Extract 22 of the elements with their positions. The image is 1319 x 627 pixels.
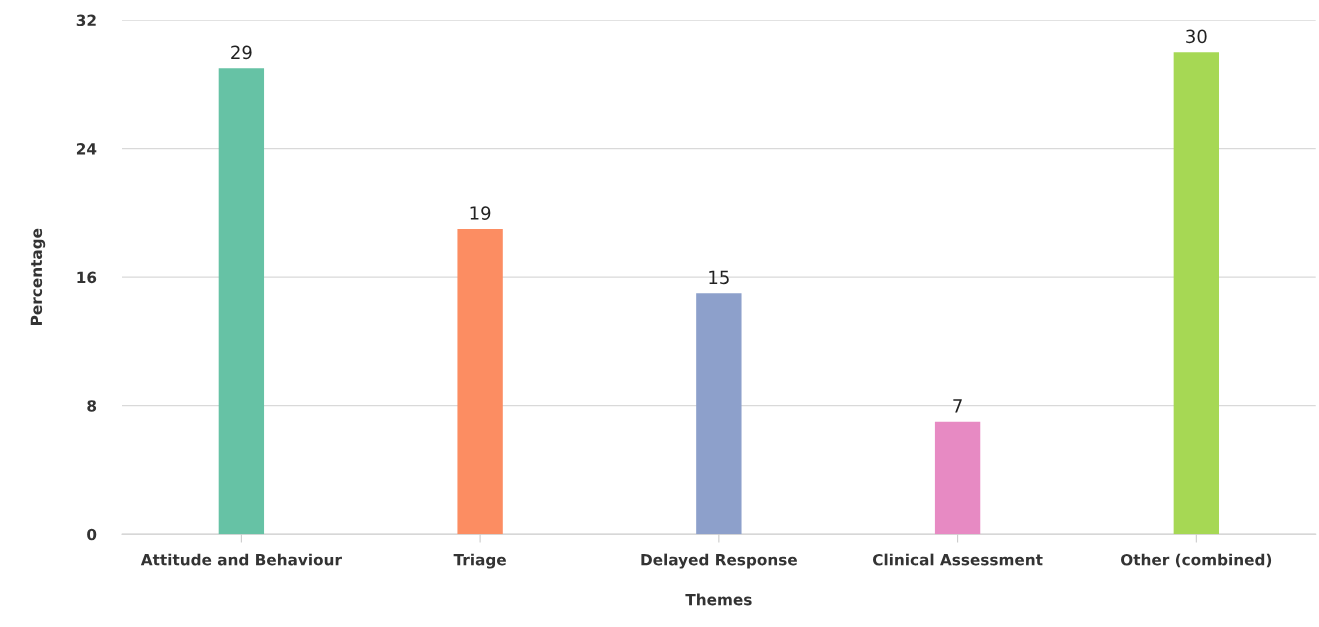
data-label: 15 bbox=[709, 270, 729, 285]
x-tick-label: Attitude and Behaviour bbox=[140, 553, 342, 566]
data-label: 29 bbox=[231, 45, 252, 60]
y-axis-title: Percentage bbox=[30, 228, 46, 325]
y-tick-label: 16 bbox=[77, 271, 97, 284]
y-tick-label: 0 bbox=[87, 528, 97, 541]
x-axis-title: Themes bbox=[685, 593, 752, 606]
bar bbox=[934, 421, 981, 535]
x-tick-label: Triage bbox=[453, 553, 506, 569]
data-label: 7 bbox=[953, 399, 962, 413]
x-tick-label: Delayed Response bbox=[641, 553, 797, 569]
y-tick-label: 8 bbox=[87, 400, 97, 412]
bar bbox=[218, 68, 265, 535]
x-tick-label: Other (combined) bbox=[1121, 553, 1272, 568]
x-tick-label: Clinical Assessment bbox=[872, 553, 1043, 566]
bar bbox=[457, 228, 503, 535]
data-label: 19 bbox=[470, 206, 491, 220]
y-tick-label: 24 bbox=[76, 143, 97, 155]
y-tick-label: 32 bbox=[76, 14, 96, 27]
bar bbox=[1173, 52, 1220, 535]
bar bbox=[696, 293, 742, 535]
data-label: 30 bbox=[1186, 29, 1207, 44]
